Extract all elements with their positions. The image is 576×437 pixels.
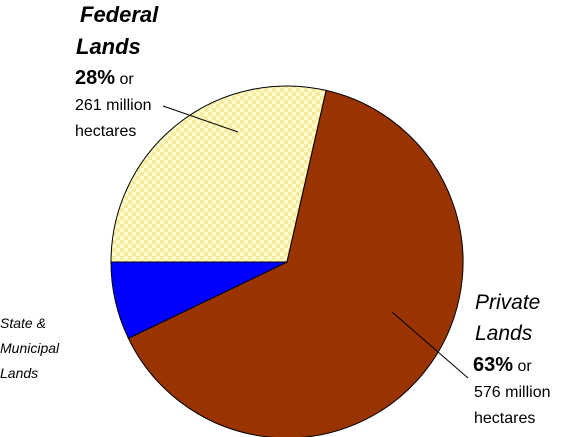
pie-slice-state-municipal-lands — [110, 261, 288, 340]
private-label-line1: Private — [475, 291, 541, 314]
pie-slices — [110, 85, 464, 437]
federal-percent: 28% — [75, 67, 116, 89]
pie-slice-federal-lands — [110, 85, 327, 263]
pie-slice-private-lands — [127, 89, 464, 437]
private-label-line2: Lands — [475, 322, 533, 345]
private-percent-row: 63% or — [473, 355, 532, 375]
private-amount-line1: 576 million — [474, 384, 551, 401]
federal-label-line2: Lands — [76, 34, 141, 59]
federal-leader-line — [162, 105, 239, 133]
federal-amount-line2: hectares — [75, 123, 137, 140]
private-leader-line — [391, 311, 469, 379]
state-label-line3: Lands — [0, 365, 39, 381]
state-label-line2: Municipal — [0, 340, 60, 356]
private-amount-line2: hectares — [474, 410, 536, 427]
federal-or: or — [115, 71, 134, 88]
federal-amount-line1: 261 million — [75, 97, 152, 114]
leader-lines — [162, 105, 469, 379]
private-or: or — [513, 358, 532, 375]
federal-label-line1: Federal — [80, 2, 159, 27]
state-label-line1: State & — [0, 315, 46, 331]
private-percent: 63% — [473, 354, 514, 376]
federal-percent-row: 28% or — [75, 68, 134, 88]
